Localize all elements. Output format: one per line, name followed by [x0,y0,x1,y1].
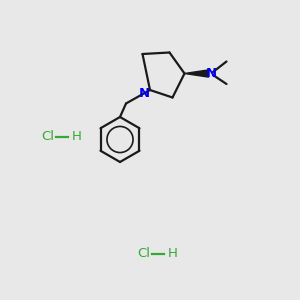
Text: H: H [71,130,81,143]
Text: Cl: Cl [137,247,150,260]
Text: H: H [167,247,177,260]
Text: N: N [139,87,150,100]
Text: Cl: Cl [41,130,54,143]
Text: N: N [205,67,217,80]
Polygon shape [184,70,208,77]
